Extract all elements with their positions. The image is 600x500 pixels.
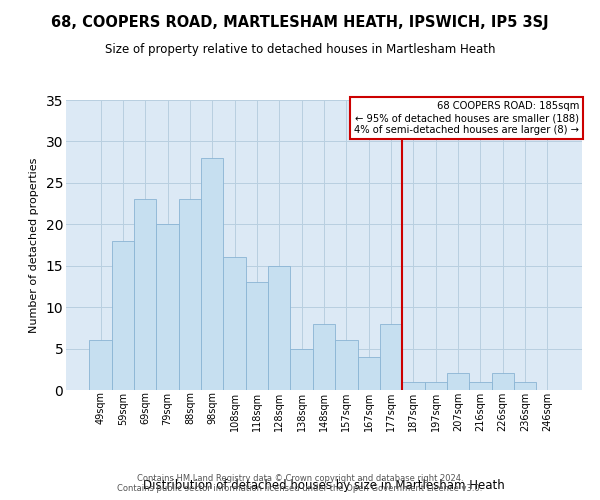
Bar: [469, 382, 491, 390]
Bar: [514, 382, 536, 390]
Y-axis label: Number of detached properties: Number of detached properties: [29, 158, 38, 332]
Bar: [246, 282, 268, 390]
Bar: [157, 224, 179, 390]
Bar: [358, 357, 380, 390]
Bar: [201, 158, 223, 390]
Text: 68 COOPERS ROAD: 185sqm
← 95% of detached houses are smaller (188)
4% of semi-de: 68 COOPERS ROAD: 185sqm ← 95% of detache…: [355, 102, 580, 134]
Bar: [268, 266, 290, 390]
Bar: [223, 258, 246, 390]
Bar: [447, 374, 469, 390]
Bar: [380, 324, 402, 390]
Bar: [335, 340, 358, 390]
X-axis label: Distribution of detached houses by size in Martlesham Heath: Distribution of detached houses by size …: [143, 480, 505, 492]
Bar: [313, 324, 335, 390]
Text: Contains HM Land Registry data © Crown copyright and database right 2024.: Contains HM Land Registry data © Crown c…: [137, 474, 463, 483]
Bar: [425, 382, 447, 390]
Bar: [402, 382, 425, 390]
Text: Size of property relative to detached houses in Martlesham Heath: Size of property relative to detached ho…: [105, 42, 495, 56]
Bar: [112, 241, 134, 390]
Bar: [179, 200, 201, 390]
Text: Contains public sector information licensed under the Open Government Licence v3: Contains public sector information licen…: [118, 484, 482, 493]
Bar: [290, 348, 313, 390]
Bar: [89, 340, 112, 390]
Bar: [134, 200, 157, 390]
Text: 68, COOPERS ROAD, MARTLESHAM HEATH, IPSWICH, IP5 3SJ: 68, COOPERS ROAD, MARTLESHAM HEATH, IPSW…: [51, 15, 549, 30]
Bar: [491, 374, 514, 390]
